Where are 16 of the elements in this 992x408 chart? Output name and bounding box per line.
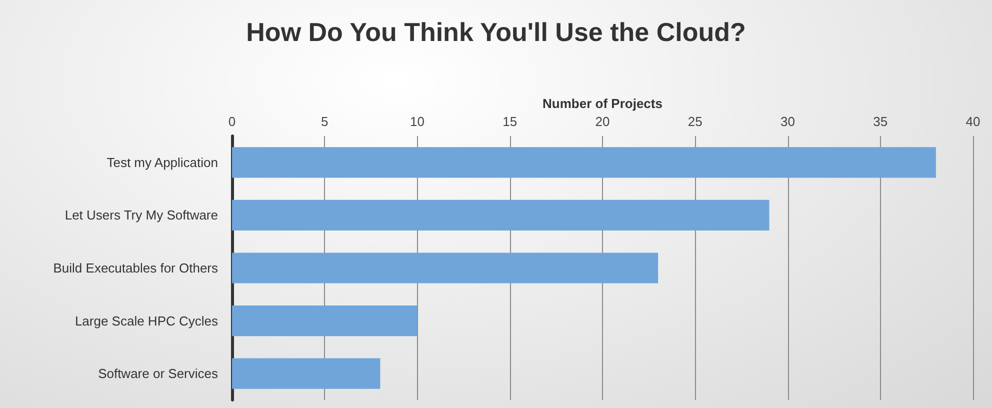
x-tick-label: 40: [966, 114, 980, 129]
y-tick-label: Test my Application: [106, 154, 218, 170]
x-tick-label: 0: [228, 114, 236, 129]
x-tick-label: 10: [410, 114, 424, 129]
y-tick-label: Let Users Try My Software: [64, 208, 218, 223]
y-tick-label: Large Scale HPC Cycles: [74, 313, 218, 328]
x-axis-title: Number of Projects: [542, 96, 662, 112]
x-tick-label: 15: [502, 114, 518, 129]
y-tick-label: Software or Services: [98, 366, 218, 382]
x-tick-label: 20: [595, 114, 610, 129]
chart-title: How Do You Think You'll Use the Cloud?: [246, 17, 746, 47]
x-tick-label: 35: [873, 114, 888, 129]
x-tick-label: 5: [321, 114, 328, 129]
y-tick-label: Build Executables for Others: [53, 260, 218, 276]
x-tick-label: 30: [780, 114, 795, 129]
x-tick-label: 25: [688, 114, 702, 129]
